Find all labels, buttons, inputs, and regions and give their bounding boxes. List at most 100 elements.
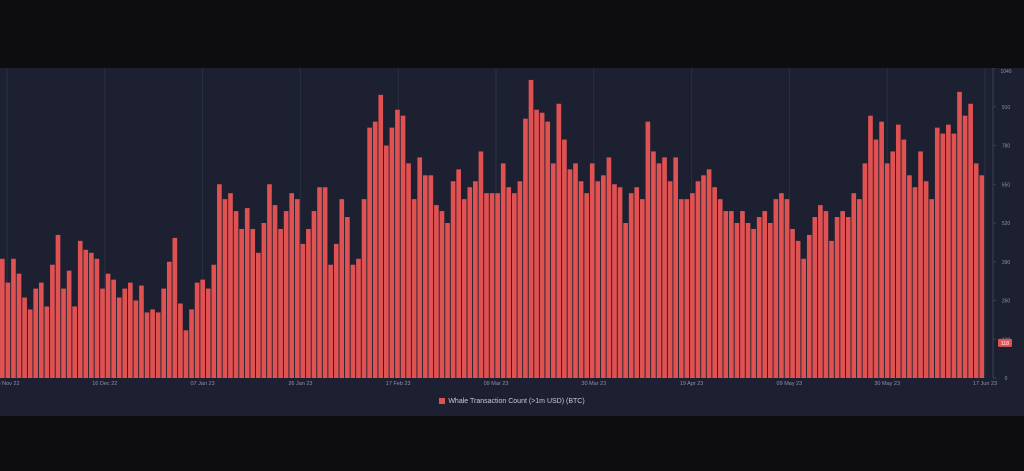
bar	[701, 175, 706, 378]
bar	[628, 193, 634, 378]
bar	[417, 157, 423, 378]
bar	[283, 211, 289, 378]
bar	[27, 309, 33, 378]
bar	[639, 199, 645, 378]
bar	[589, 163, 595, 378]
bar	[11, 258, 16, 378]
bar	[601, 175, 606, 378]
bar	[784, 199, 790, 378]
bar	[434, 205, 439, 378]
bar	[322, 187, 328, 378]
bar	[584, 193, 589, 378]
bar	[83, 249, 89, 378]
bar	[779, 193, 784, 378]
x-tick-label: 28 Nov 22	[0, 381, 20, 387]
bar	[317, 187, 322, 378]
x-tick-label: 19 Apr 23	[680, 381, 704, 387]
bar	[127, 282, 133, 378]
bar	[506, 187, 512, 378]
bar	[484, 193, 489, 378]
bar	[918, 151, 923, 378]
bar	[595, 181, 601, 378]
bar	[767, 223, 773, 378]
bar	[973, 163, 979, 378]
y-tick-label: 0	[1005, 376, 1008, 382]
bar	[261, 223, 267, 378]
bar	[406, 163, 411, 378]
bar	[790, 228, 795, 378]
bar	[723, 211, 729, 378]
bar	[511, 193, 517, 378]
bar	[634, 187, 640, 378]
bar	[940, 133, 946, 378]
bar	[467, 187, 473, 378]
bar	[534, 109, 539, 379]
bar	[868, 115, 873, 378]
bar	[361, 199, 367, 378]
bar	[968, 103, 973, 378]
bar	[144, 312, 150, 378]
bar	[250, 228, 256, 378]
x-tick-label: 17 Feb 23	[386, 381, 411, 387]
bar	[189, 309, 194, 378]
bar	[690, 193, 695, 378]
bar	[562, 139, 567, 378]
bar	[306, 228, 311, 378]
bar	[311, 211, 317, 378]
bar	[873, 139, 879, 378]
bar	[756, 217, 762, 378]
x-tick-label: 07 Jan 23	[191, 381, 215, 387]
y-tick-label: 390	[1002, 260, 1011, 266]
bar	[951, 133, 957, 378]
chart-panel: 28 Nov 22 16 Dec 22 07 Jan 23 26 Jan 23 17 F…	[0, 68, 1024, 416]
bar	[233, 211, 239, 378]
bar	[473, 181, 478, 378]
bar	[851, 193, 857, 378]
bar	[829, 240, 834, 378]
bar	[500, 163, 506, 378]
bar	[133, 300, 139, 378]
bar	[395, 109, 400, 379]
bar	[695, 181, 701, 378]
bar	[356, 258, 361, 378]
bar	[50, 264, 55, 378]
bar	[717, 199, 723, 378]
bar	[729, 211, 734, 378]
bar	[539, 112, 545, 379]
bar	[333, 243, 339, 378]
bar	[222, 199, 228, 378]
bar	[578, 181, 584, 378]
bar	[267, 184, 272, 378]
bar	[94, 258, 100, 378]
bar	[345, 217, 350, 378]
bar	[22, 297, 27, 378]
x-tick-label: 09 Mar 23	[484, 381, 509, 387]
bar	[66, 270, 72, 378]
bar	[884, 163, 890, 378]
bar	[740, 211, 745, 378]
legend[interactable]: Whale Transaction Count (>1m USD) (BTC)	[0, 398, 1024, 405]
bar	[656, 163, 662, 378]
bar	[678, 199, 684, 378]
bar	[879, 121, 884, 379]
bar	[706, 169, 712, 378]
bar	[372, 121, 378, 379]
bar	[155, 312, 161, 378]
bar	[105, 273, 111, 378]
bar	[912, 187, 918, 378]
bar	[857, 199, 862, 378]
bar	[278, 228, 283, 378]
bar	[840, 211, 845, 378]
bar-chart: 28 Nov 22 16 Dec 22 07 Jan 23 26 Jan 23 17 F…	[0, 68, 1012, 387]
bar	[228, 193, 233, 378]
bar	[383, 145, 389, 378]
bar	[461, 199, 467, 378]
bar	[77, 240, 83, 378]
bar	[33, 288, 39, 378]
bar	[122, 288, 128, 378]
y-tick-label: 910	[1002, 105, 1011, 111]
bar	[200, 279, 205, 378]
bar	[573, 163, 578, 378]
y-tick-label: 1040	[1000, 69, 1011, 75]
bar	[962, 115, 968, 378]
